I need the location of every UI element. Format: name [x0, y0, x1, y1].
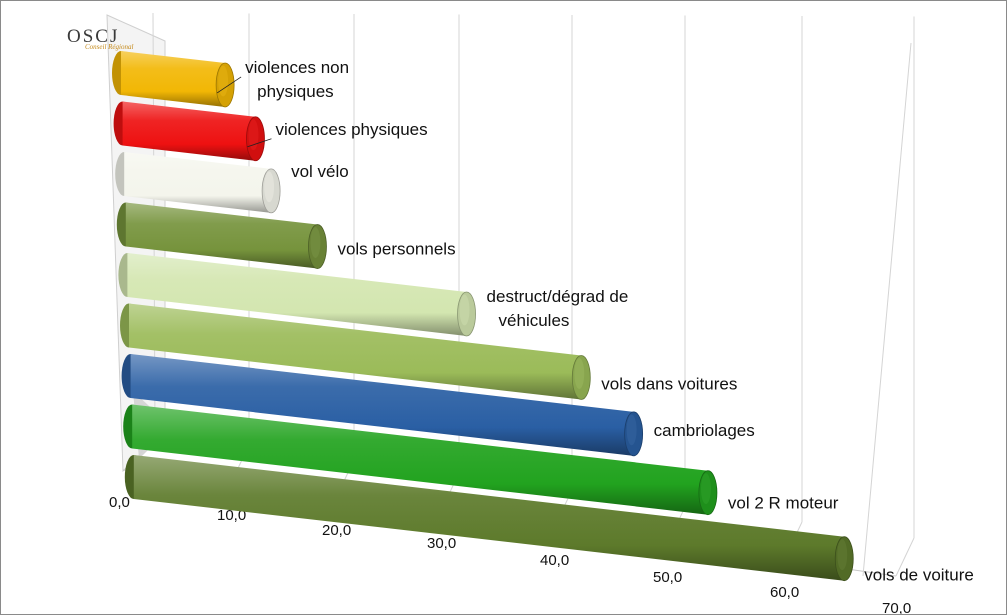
x-tick-6: 60,0	[770, 584, 799, 601]
bar-label-1: violences physiques	[275, 120, 427, 139]
logo-subtitle: Conseil Régional	[85, 43, 133, 51]
bar-label-8: vols de voiture	[864, 566, 974, 585]
bar-end-cap	[246, 116, 265, 162]
bar-end-highlight	[837, 539, 848, 571]
bar-label-line: physiques	[257, 82, 334, 101]
bar-3	[116, 202, 327, 269]
x-tick-5: 50,0	[653, 569, 682, 586]
bar-label-5: vols dans voitures	[601, 375, 737, 394]
bar-end-highlight	[310, 227, 321, 258]
bar-label-line: vol vélo	[291, 162, 349, 181]
bar-end-highlight	[218, 65, 229, 97]
bar-7	[123, 404, 718, 516]
bar-body	[121, 51, 226, 107]
bar-end-cap	[457, 291, 476, 337]
bar-end-cap	[571, 355, 591, 400]
bar-label-line: vol 2 R moteur	[728, 494, 839, 513]
bar-label-line: véhicules	[499, 311, 570, 330]
bar-label-line: vols personnels	[337, 240, 455, 259]
bar-body	[122, 101, 256, 161]
bar-end-highlight	[248, 119, 259, 151]
bar-end-cap	[624, 411, 644, 457]
bar-6	[121, 354, 644, 457]
bar-end-highlight	[700, 473, 711, 505]
bar-end-highlight	[626, 414, 637, 446]
label-leader-line	[216, 76, 242, 94]
bar-end-highlight	[574, 358, 585, 389]
bar-body	[132, 404, 708, 515]
bar-end-highlight	[459, 294, 470, 326]
right-wall-edge	[862, 42, 912, 577]
bar-body	[125, 202, 318, 269]
bar-body	[129, 303, 582, 400]
bar-body	[133, 455, 845, 581]
bar-body	[130, 354, 634, 456]
bar-8	[124, 455, 854, 582]
bar-label-line: vols de voiture	[864, 566, 974, 585]
bars	[112, 51, 854, 582]
bar-2	[115, 152, 281, 214]
grid-floor-7	[895, 537, 915, 577]
bar-end-cap	[308, 224, 327, 269]
bar-end-cap	[215, 62, 235, 108]
bar-label-line: vols dans voitures	[601, 375, 737, 394]
bar-label-line: violences physiques	[275, 120, 427, 139]
x-tick-2: 20,0	[322, 522, 351, 539]
bar-end-cap	[834, 536, 854, 582]
oscj-logo: OSCJ Conseil Régional	[67, 26, 133, 51]
bar-end-cap	[261, 168, 281, 214]
bar-label-2: vol vélo	[291, 162, 349, 181]
bar-4	[118, 253, 476, 337]
bar-label-line: cambriolages	[654, 421, 755, 440]
bar-0	[112, 51, 235, 108]
bar-label-3: vols personnels	[337, 240, 455, 259]
logo-text: OSCJ	[67, 26, 119, 47]
x-tick-0: 0,0	[109, 494, 130, 511]
x-tick-3: 30,0	[427, 535, 456, 552]
bar-label-7: vol 2 R moteur	[728, 494, 839, 513]
bar-labels: violences non physiques violences physique…	[216, 58, 974, 585]
bar-label-0: violences non physiques	[245, 58, 349, 101]
bar-5	[120, 303, 591, 400]
bar-label-line: violences non	[245, 58, 349, 77]
bar-label-line: destruct/dégrad de	[487, 287, 629, 306]
bar-body	[124, 152, 272, 213]
x-tick-4: 40,0	[540, 552, 569, 569]
bar-1	[113, 101, 265, 162]
bar-end-highlight	[264, 171, 275, 203]
label-leader-line	[247, 138, 272, 148]
bar-body	[127, 253, 467, 337]
x-tick-labels: 0,0 10,0 20,0 30,0 40,0 50,0 60,0 70,0	[109, 494, 911, 614]
bar-label-6: cambriolages	[654, 421, 755, 440]
bar-end-cap	[698, 470, 718, 516]
bar-label-4: destruct/dégrad de véhicules	[487, 287, 629, 330]
x-tick-1: 10,0	[217, 507, 246, 524]
x-tick-7: 70,0	[882, 600, 911, 614]
